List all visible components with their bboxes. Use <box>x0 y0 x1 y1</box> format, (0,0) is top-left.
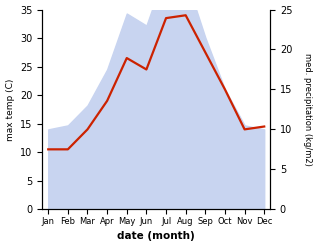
Y-axis label: max temp (C): max temp (C) <box>5 78 15 141</box>
Y-axis label: med. precipitation (kg/m2): med. precipitation (kg/m2) <box>303 53 313 166</box>
X-axis label: date (month): date (month) <box>117 231 195 242</box>
